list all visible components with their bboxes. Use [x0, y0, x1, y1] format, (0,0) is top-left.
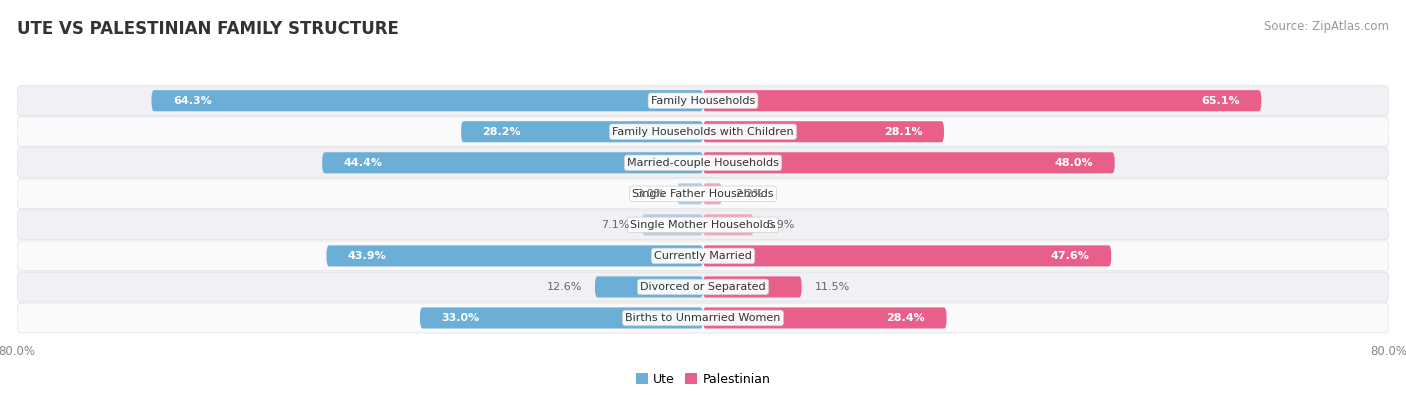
Text: Single Mother Households: Single Mother Households	[630, 220, 776, 230]
FancyBboxPatch shape	[703, 307, 946, 329]
Text: 28.2%: 28.2%	[482, 127, 522, 137]
Text: 47.6%: 47.6%	[1050, 251, 1090, 261]
FancyBboxPatch shape	[17, 179, 1389, 209]
Text: 28.4%: 28.4%	[886, 313, 925, 323]
Text: 2.2%: 2.2%	[735, 189, 763, 199]
Text: 44.4%: 44.4%	[343, 158, 382, 168]
FancyBboxPatch shape	[17, 148, 1389, 178]
FancyBboxPatch shape	[17, 272, 1389, 302]
FancyBboxPatch shape	[703, 152, 1115, 173]
Text: 28.1%: 28.1%	[884, 127, 922, 137]
Text: 65.1%: 65.1%	[1201, 96, 1240, 106]
FancyBboxPatch shape	[703, 214, 754, 235]
Text: Family Households with Children: Family Households with Children	[612, 127, 794, 137]
FancyBboxPatch shape	[17, 210, 1389, 240]
Text: 43.9%: 43.9%	[347, 251, 387, 261]
FancyBboxPatch shape	[461, 121, 703, 142]
Text: 3.0%: 3.0%	[636, 189, 665, 199]
FancyBboxPatch shape	[703, 183, 721, 204]
Text: 7.1%: 7.1%	[600, 220, 630, 230]
Text: 11.5%: 11.5%	[814, 282, 849, 292]
Text: Divorced or Separated: Divorced or Separated	[640, 282, 766, 292]
FancyBboxPatch shape	[326, 245, 703, 267]
FancyBboxPatch shape	[17, 117, 1389, 147]
FancyBboxPatch shape	[17, 303, 1389, 333]
FancyBboxPatch shape	[17, 86, 1389, 116]
FancyBboxPatch shape	[595, 276, 703, 297]
Text: 64.3%: 64.3%	[173, 96, 212, 106]
Text: 5.9%: 5.9%	[766, 220, 794, 230]
Text: Family Households: Family Households	[651, 96, 755, 106]
Legend: Ute, Palestinian: Ute, Palestinian	[631, 368, 775, 391]
Text: UTE VS PALESTINIAN FAMILY STRUCTURE: UTE VS PALESTINIAN FAMILY STRUCTURE	[17, 20, 399, 38]
FancyBboxPatch shape	[703, 245, 1111, 267]
Text: 48.0%: 48.0%	[1054, 158, 1094, 168]
FancyBboxPatch shape	[322, 152, 703, 173]
FancyBboxPatch shape	[643, 214, 703, 235]
Text: Currently Married: Currently Married	[654, 251, 752, 261]
FancyBboxPatch shape	[703, 90, 1261, 111]
FancyBboxPatch shape	[420, 307, 703, 329]
FancyBboxPatch shape	[17, 241, 1389, 271]
FancyBboxPatch shape	[678, 183, 703, 204]
Text: Married-couple Households: Married-couple Households	[627, 158, 779, 168]
Text: Source: ZipAtlas.com: Source: ZipAtlas.com	[1264, 20, 1389, 33]
FancyBboxPatch shape	[703, 276, 801, 297]
FancyBboxPatch shape	[703, 121, 943, 142]
Text: 33.0%: 33.0%	[441, 313, 479, 323]
Text: Births to Unmarried Women: Births to Unmarried Women	[626, 313, 780, 323]
Text: 12.6%: 12.6%	[547, 282, 582, 292]
FancyBboxPatch shape	[152, 90, 703, 111]
Text: Single Father Households: Single Father Households	[633, 189, 773, 199]
